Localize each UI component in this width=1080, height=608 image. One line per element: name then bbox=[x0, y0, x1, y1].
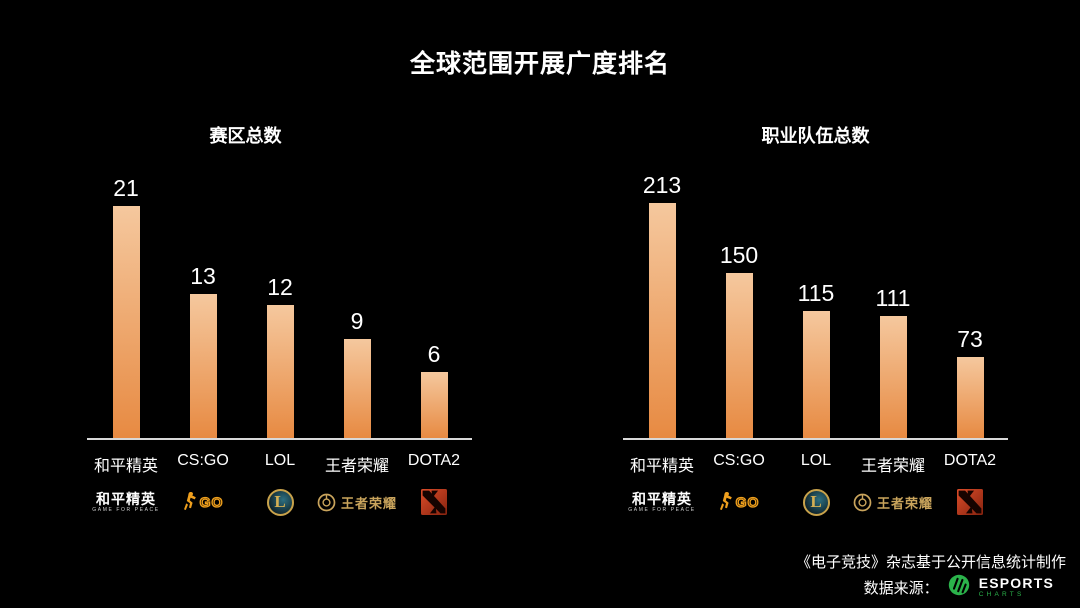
esports-charts-line1: ESPORTS bbox=[978, 574, 1054, 591]
esports-charts-line2: CHARTS bbox=[978, 590, 1025, 598]
value-label: 6 bbox=[427, 341, 441, 367]
bar-DOTA2 bbox=[956, 357, 984, 438]
game-for-peace-logo: 和平精英 GAME FOR PEACE bbox=[628, 490, 696, 513]
game-for-peace-logo: 和平精英 GAME FOR PEACE bbox=[92, 490, 160, 513]
value-label: 213 bbox=[642, 172, 682, 198]
csgo-logo: GO bbox=[691, 476, 787, 528]
chart-regions-total: 赛区总数 21 13 12 9 6 和平精英 CS:GO LOL 王者荣耀 DOTA2 和平精英… bbox=[87, 120, 472, 550]
dota2-logo bbox=[922, 476, 1018, 528]
esports-charts-icon bbox=[948, 574, 970, 600]
value-label: 111 bbox=[875, 285, 911, 311]
credit-text: 《电子竞技》杂志基于公开信息统计制作 bbox=[795, 554, 1066, 571]
x-axis-line bbox=[87, 438, 472, 440]
category-label: 王者荣耀 bbox=[860, 458, 925, 475]
bar-王者荣耀 bbox=[343, 339, 371, 438]
esports-charts-wordmark: ESPORTS CHARTS bbox=[979, 576, 1054, 599]
value-label: 13 bbox=[190, 263, 216, 289]
category-label: DOTA2 bbox=[407, 452, 461, 469]
category-label: LOL bbox=[800, 452, 832, 469]
category-label: LOL bbox=[264, 452, 296, 469]
bar-LOL bbox=[802, 311, 830, 438]
bar-CS:GO bbox=[189, 294, 217, 438]
honor-of-kings-logo: 王者荣耀 bbox=[309, 476, 405, 528]
category-label: DOTA2 bbox=[943, 452, 997, 469]
bar-DOTA2 bbox=[420, 372, 448, 438]
lol-logo: L bbox=[768, 476, 864, 528]
lol-logo: L bbox=[232, 476, 328, 528]
data-source-label: 数据来源： bbox=[863, 579, 939, 597]
x-axis-line bbox=[623, 438, 1008, 440]
csgo-logo: GO bbox=[155, 476, 251, 528]
bar-CS:GO bbox=[725, 273, 753, 438]
bar-王者荣耀 bbox=[879, 316, 907, 438]
bar-LOL bbox=[266, 305, 294, 438]
category-label: 和平精英 bbox=[629, 458, 694, 475]
chart-title: 赛区总数 bbox=[209, 126, 282, 146]
value-label: 21 bbox=[113, 175, 139, 201]
bar-和平精英 bbox=[648, 203, 676, 438]
page-title: 全球范围开展广度排名 bbox=[409, 50, 670, 78]
value-label: 150 bbox=[719, 242, 759, 268]
data-source-row: 数据来源： ESPORTS CHARTS bbox=[864, 574, 1054, 600]
category-label: CS:GO bbox=[713, 452, 765, 469]
value-label: 73 bbox=[957, 326, 983, 352]
value-label: 9 bbox=[350, 308, 364, 334]
value-label: 12 bbox=[267, 274, 293, 300]
category-label: 和平精英 bbox=[93, 458, 158, 475]
value-label: 115 bbox=[797, 280, 835, 306]
dota2-logo bbox=[386, 476, 482, 528]
category-label: CS:GO bbox=[177, 452, 229, 469]
chart-title: 职业队伍总数 bbox=[761, 126, 870, 146]
honor-of-kings-logo: 王者荣耀 bbox=[845, 476, 941, 528]
category-label: 王者荣耀 bbox=[324, 458, 389, 475]
chart-pro-teams-total: 职业队伍总数 213 150 115 111 73 和平精英 CS:GO LOL 王者荣耀 DO… bbox=[623, 120, 1008, 550]
bar-和平精英 bbox=[112, 206, 140, 438]
